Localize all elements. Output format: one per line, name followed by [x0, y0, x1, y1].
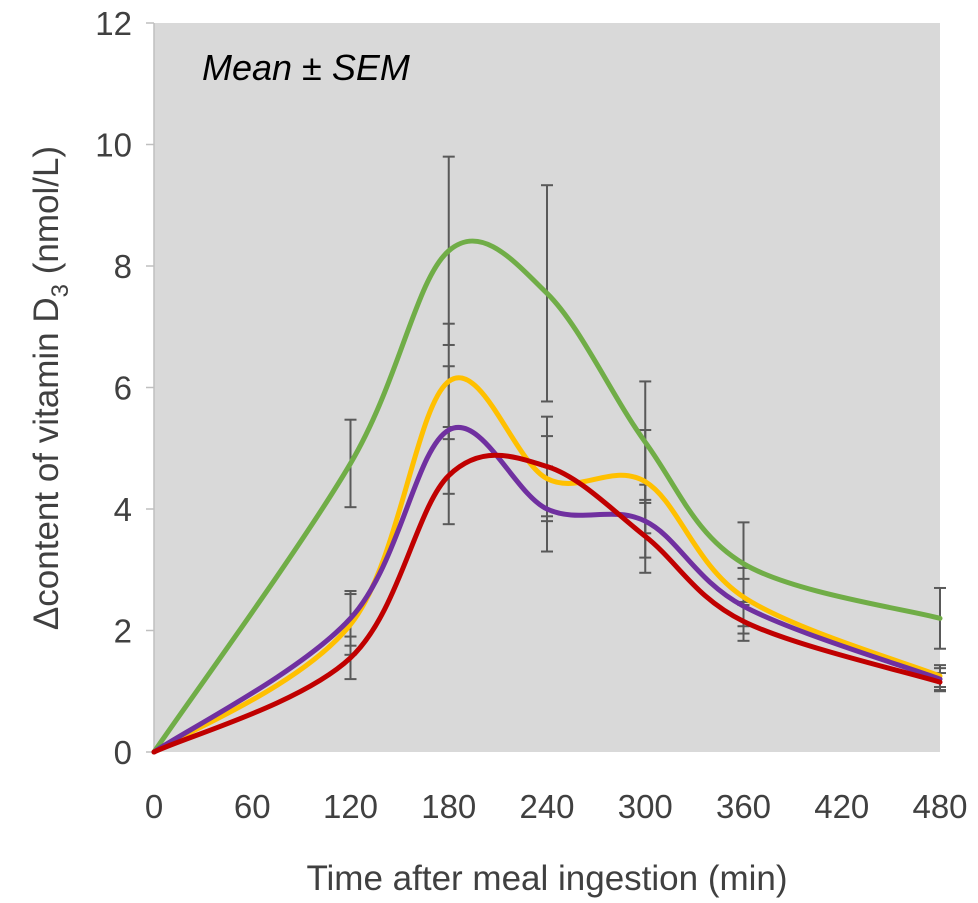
series-line-1: [151, 238, 943, 755]
y-tick-label: 10: [95, 127, 132, 164]
y-tick-label: 4: [114, 491, 132, 528]
y-tick-label: 0: [114, 734, 132, 771]
x-tick-label: 240: [519, 788, 574, 825]
x-tick-label: 360: [716, 788, 771, 825]
y-tick-label: 12: [95, 5, 132, 42]
series-lines: [151, 238, 943, 755]
x-tick-label: 480: [912, 788, 967, 825]
annotation-mean-sem: Mean ± SEM: [202, 47, 410, 88]
x-axis: 0 60 120 180 240 300 360 420 480: [145, 788, 968, 825]
x-tick-label: 420: [814, 788, 869, 825]
y-axis-title-main: Δcontent of vitamin D: [27, 297, 66, 630]
x-tick-label: 180: [421, 788, 476, 825]
y-tick-label: 6: [114, 370, 132, 407]
series-line-3: [151, 425, 943, 755]
y-tick-label: 2: [114, 613, 132, 650]
y-axis: 0 2 4 6 8 10 12: [95, 5, 155, 771]
x-tick-label: 0: [145, 788, 163, 825]
y-axis-title-subscript: 3: [47, 284, 74, 297]
x-tick-label: 60: [234, 788, 271, 825]
y-axis-title: Δcontent of vitamin D3 (nmol/L): [27, 146, 74, 630]
x-tick-label: 300: [618, 788, 673, 825]
y-tick-label: 8: [114, 248, 132, 285]
x-tick-label: 120: [323, 788, 378, 825]
x-axis-title: Time after meal ingestion (min): [306, 859, 787, 898]
y-axis-title-unit: (nmol/L): [27, 146, 66, 284]
series-line-4: [151, 452, 943, 755]
